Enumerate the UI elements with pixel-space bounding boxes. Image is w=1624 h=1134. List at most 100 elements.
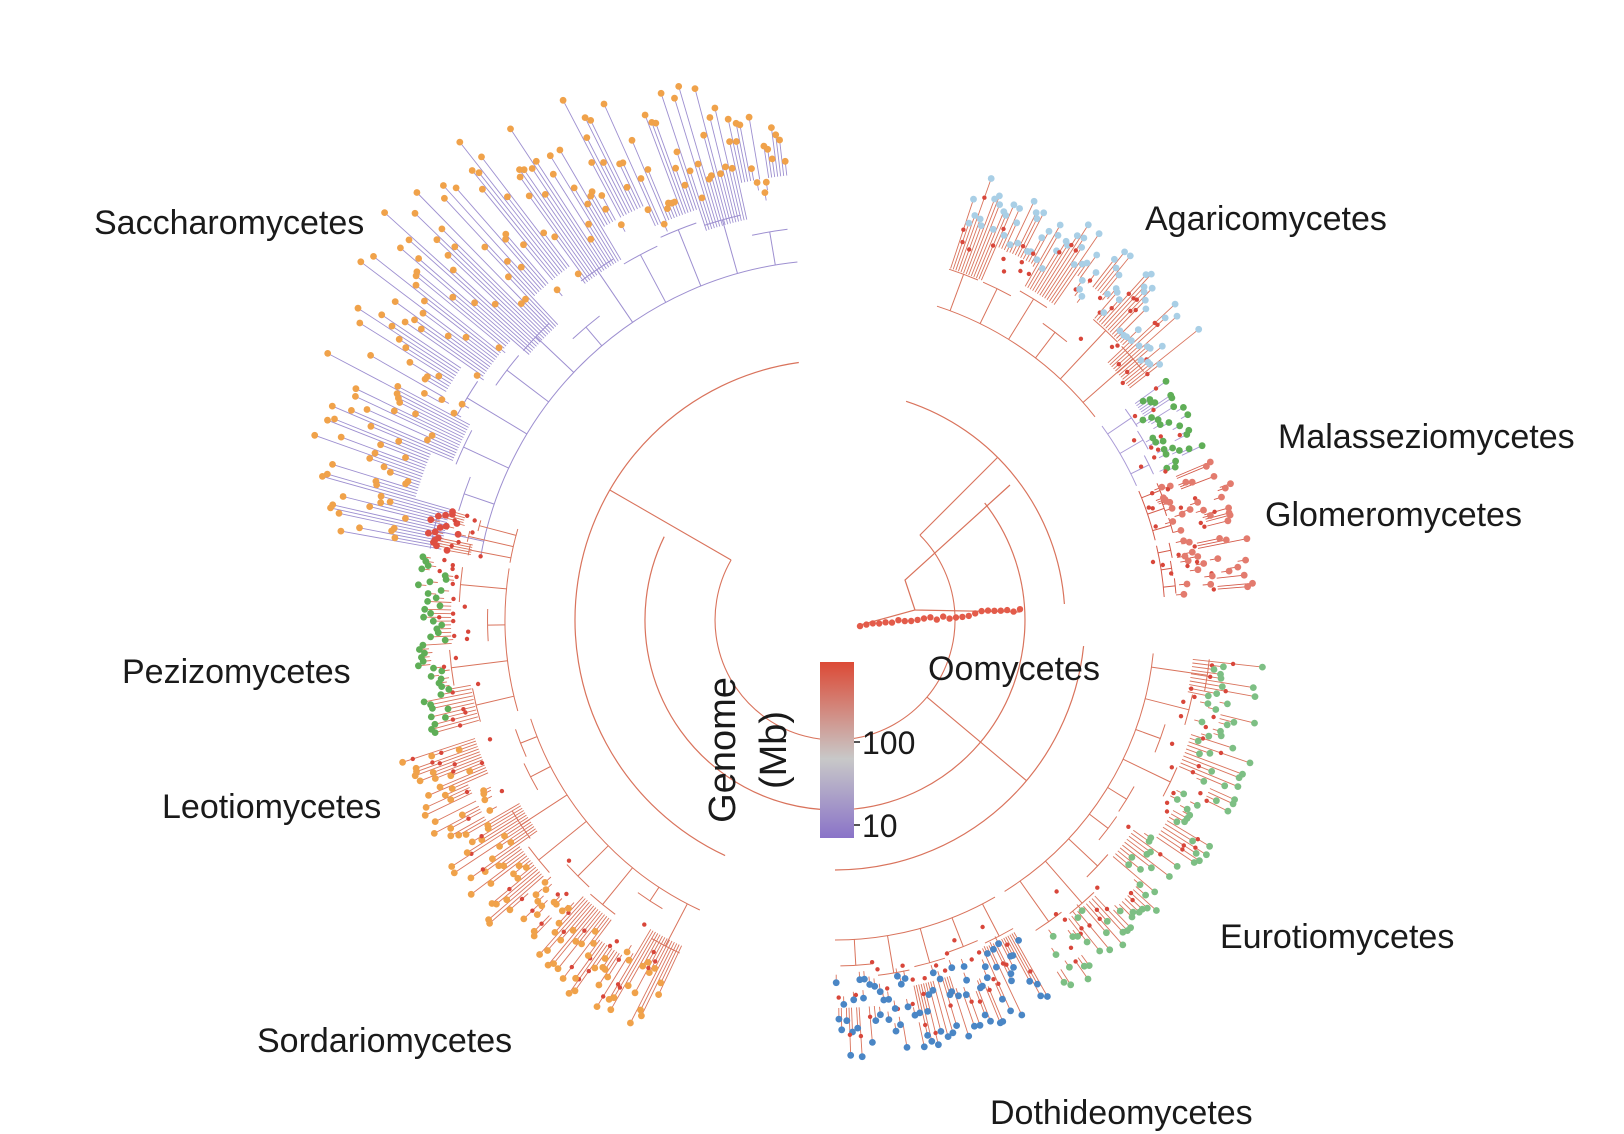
tree-branch	[447, 702, 475, 710]
tree-branch	[1124, 841, 1170, 877]
tree-branch	[1092, 259, 1115, 288]
tree-branch	[573, 187, 619, 262]
node-marker	[653, 959, 658, 964]
tree-arc	[1168, 517, 1174, 534]
tree-branch	[1162, 826, 1207, 856]
tree-branch	[380, 495, 450, 516]
tip-marker	[402, 344, 410, 352]
tip-marker	[452, 184, 460, 192]
tip-marker	[1037, 992, 1045, 1000]
tip-marker	[1142, 271, 1150, 279]
node-marker	[1204, 798, 1209, 803]
tip-marker	[413, 268, 421, 276]
tip-marker	[1194, 737, 1202, 745]
tree-branch	[957, 178, 992, 272]
tree-branch	[1190, 734, 1233, 749]
tree-branch	[775, 134, 782, 177]
tree-branch	[357, 307, 458, 374]
tree-arc	[504, 568, 519, 712]
tip-marker	[428, 726, 435, 733]
tip-marker	[598, 192, 606, 199]
tip-marker	[1196, 857, 1203, 865]
tree-branch	[1125, 363, 1151, 385]
tree-branch	[710, 175, 726, 226]
tree-branch	[427, 600, 452, 603]
tip-marker	[1093, 251, 1101, 259]
tree-branch	[539, 900, 588, 955]
tree-branch	[408, 239, 534, 351]
tip-marker	[553, 286, 561, 294]
node-marker	[869, 960, 875, 965]
tip-marker	[1030, 197, 1038, 205]
tip-marker	[516, 173, 524, 181]
tip-marker	[1204, 692, 1212, 700]
oomycetes-tip	[908, 617, 915, 625]
tip-marker	[1213, 797, 1220, 805]
tip-marker	[1049, 932, 1057, 940]
tree-branch	[1085, 903, 1124, 946]
tree-branch	[1051, 233, 1100, 304]
tip-marker	[1218, 493, 1225, 501]
tip-marker	[1186, 506, 1194, 513]
tip-marker	[681, 181, 689, 189]
legend-title-line2: (Mb)	[753, 711, 795, 789]
tree-branch	[577, 845, 609, 877]
tip-marker	[745, 113, 753, 121]
node-marker	[969, 999, 974, 1004]
tree-branch	[1130, 832, 1178, 867]
tip-marker	[1206, 749, 1214, 757]
tree-branch	[530, 766, 551, 778]
node-marker	[1169, 741, 1175, 746]
node-marker	[466, 816, 471, 821]
tree-branch	[598, 953, 620, 986]
node-marker	[1152, 455, 1157, 460]
tree-branch	[920, 983, 929, 1012]
tip-marker	[843, 1017, 851, 1025]
node-marker	[1153, 386, 1159, 391]
tip-marker	[412, 281, 420, 289]
node-marker	[1126, 824, 1131, 829]
tip-marker	[935, 1041, 942, 1049]
tip-marker	[558, 907, 566, 915]
tree-branch	[1187, 744, 1211, 754]
node-marker	[1079, 926, 1084, 931]
tree-arc	[458, 567, 463, 603]
node-marker	[439, 750, 444, 755]
tip-marker	[1092, 269, 1100, 276]
node-marker	[569, 964, 574, 970]
tip-marker	[435, 372, 443, 380]
tree-branch	[431, 716, 479, 730]
tip-marker	[1208, 768, 1216, 775]
node-marker	[450, 690, 455, 695]
tip-marker	[897, 980, 905, 988]
tip-marker	[977, 222, 985, 230]
node-marker	[1189, 686, 1194, 691]
node-marker	[1150, 506, 1155, 511]
tip-marker	[627, 1019, 634, 1027]
tree-arc	[1138, 490, 1156, 541]
tree-branch	[1197, 538, 1247, 549]
node-marker	[499, 788, 505, 794]
tree-arc	[1069, 892, 1095, 914]
tree-branch	[1132, 889, 1157, 911]
tip-marker	[1096, 947, 1104, 955]
tree-arc	[477, 520, 482, 532]
tree-arc	[1019, 290, 1048, 309]
tip-marker	[370, 253, 377, 260]
tip-marker	[1173, 796, 1181, 803]
tree-branch	[651, 122, 686, 214]
tip-marker	[559, 975, 567, 982]
tip-marker	[1188, 478, 1196, 486]
tip-marker	[495, 862, 503, 870]
tip-marker	[1198, 442, 1206, 450]
tree-branch	[535, 336, 575, 373]
tree-branch	[674, 98, 715, 229]
legend-color-bar	[820, 662, 854, 838]
oomycetes-tip	[1016, 606, 1024, 613]
tree-branch	[465, 336, 496, 361]
tree-arc	[877, 969, 910, 976]
tip-marker	[724, 115, 732, 123]
tip-marker	[1169, 444, 1176, 452]
label-eurotiomycetes: Eurotiomycetes	[1220, 918, 1455, 956]
tip-marker	[1008, 977, 1015, 985]
